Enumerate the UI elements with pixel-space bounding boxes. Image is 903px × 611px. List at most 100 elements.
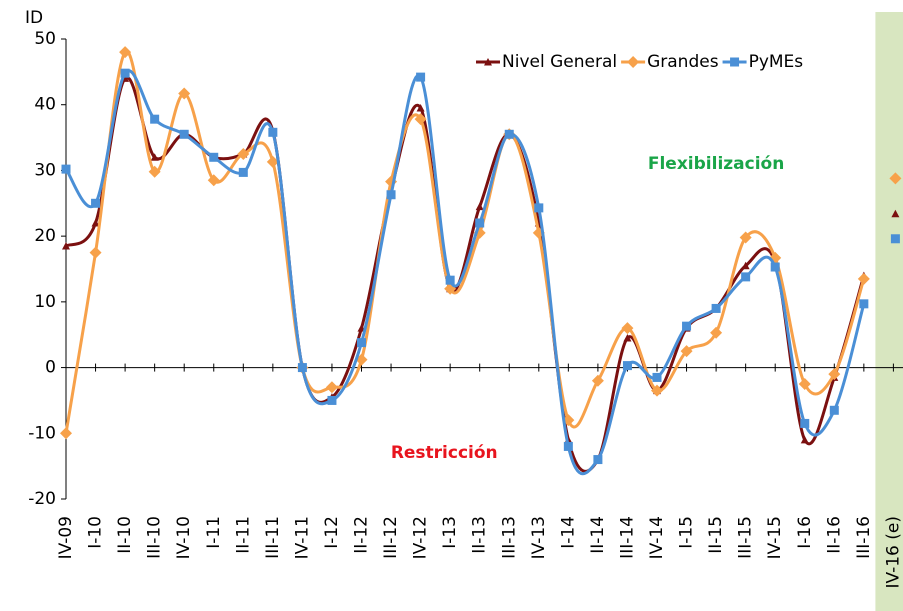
- x-tick-label: III-15: [736, 516, 756, 559]
- point: [325, 381, 338, 394]
- point: [741, 272, 751, 282]
- x-tick-label: I-16: [795, 516, 815, 549]
- point: [61, 164, 71, 174]
- point: [178, 87, 191, 100]
- point: [209, 152, 219, 162]
- point: [150, 153, 159, 161]
- x-tick-label: II-13: [470, 516, 490, 554]
- series-line: [64, 49, 866, 434]
- point: [800, 435, 809, 444]
- y-tick-label: 40: [34, 95, 56, 115]
- point: [563, 441, 573, 451]
- x-tick-label: IV-12: [411, 516, 431, 559]
- legend-label: Grandes: [647, 52, 719, 72]
- point: [62, 242, 70, 250]
- x-tick-label: III-14: [617, 516, 637, 559]
- point: [148, 165, 161, 178]
- point: [120, 68, 130, 78]
- point: [475, 218, 485, 228]
- point: [741, 261, 750, 270]
- point: [770, 262, 780, 272]
- point: [800, 418, 810, 428]
- point: [621, 322, 634, 335]
- point: [622, 361, 632, 371]
- y-tick-label: 10: [34, 292, 56, 312]
- point: [591, 374, 604, 387]
- point: [237, 148, 250, 160]
- y-tick-label: -20: [28, 489, 56, 509]
- point: [739, 231, 752, 244]
- x-tick-label: I-14: [558, 516, 578, 549]
- point: [504, 129, 514, 139]
- point: [416, 104, 425, 112]
- point: [179, 129, 189, 139]
- point: [680, 345, 693, 358]
- x-tick-label: I-15: [677, 516, 697, 549]
- x-tick-label: I-13: [440, 516, 460, 549]
- point: [798, 378, 811, 390]
- point: [711, 303, 721, 313]
- x-tick-label: III-12: [381, 516, 401, 559]
- x-tick-label: II-16: [824, 516, 844, 554]
- x-tick-label: IV-14: [647, 516, 667, 559]
- x-tick-label: II-10: [115, 516, 135, 554]
- y-axis-label: ID: [25, 8, 43, 28]
- point: [682, 321, 692, 331]
- y-tick-label: 0: [45, 358, 56, 378]
- point: [91, 198, 101, 208]
- x-tick-label: III-16: [854, 516, 874, 559]
- annotation: Restricción: [391, 443, 498, 463]
- point: [828, 368, 841, 381]
- x-tick-label: III-10: [145, 516, 165, 559]
- point: [891, 209, 900, 218]
- x-tick-label: I-11: [204, 516, 224, 549]
- x-tick-label: IV-09: [56, 516, 76, 559]
- y-tick-label: -10: [28, 423, 56, 443]
- annotation: Flexibilización: [648, 154, 784, 174]
- x-tick-label: I-10: [86, 516, 106, 549]
- point: [386, 190, 396, 200]
- x-tick-label: IV-11: [292, 516, 312, 559]
- point: [445, 275, 455, 285]
- x-tick-label: I-12: [322, 516, 342, 549]
- y-tick-label: 20: [34, 226, 56, 246]
- x-tick-label: II-15: [706, 516, 726, 554]
- legend-label: PyMEs: [749, 52, 804, 72]
- legend-marker: [730, 57, 740, 67]
- x-tick-label: II-11: [233, 516, 253, 554]
- point: [890, 234, 900, 244]
- y-tick-label: 50: [34, 29, 56, 49]
- point: [119, 46, 132, 59]
- point: [829, 405, 839, 415]
- point: [889, 172, 902, 185]
- point: [710, 326, 723, 339]
- point: [859, 299, 869, 309]
- point: [238, 167, 248, 177]
- point: [89, 246, 102, 259]
- x-tick-label: III-11: [263, 516, 283, 559]
- point: [91, 219, 100, 227]
- estimate-band: [875, 12, 903, 611]
- point: [297, 363, 307, 373]
- point: [327, 395, 337, 405]
- point: [414, 113, 427, 126]
- point: [534, 203, 544, 213]
- series: [61, 68, 900, 476]
- x-tick-label: II-14: [588, 516, 608, 554]
- point: [60, 427, 72, 440]
- y-tick-label: 30: [34, 160, 56, 180]
- legend-marker: [484, 58, 492, 66]
- x-tick-label: IV-15: [765, 516, 785, 559]
- point: [268, 127, 278, 137]
- x-tick-label: IV-13: [529, 516, 549, 559]
- point: [593, 455, 603, 465]
- point: [623, 334, 632, 342]
- point: [266, 155, 279, 168]
- point: [475, 202, 484, 211]
- series: [60, 46, 902, 440]
- x-tick-label: II-12: [352, 516, 372, 554]
- point: [150, 114, 160, 124]
- point: [416, 72, 426, 82]
- legend-marker: [627, 56, 640, 68]
